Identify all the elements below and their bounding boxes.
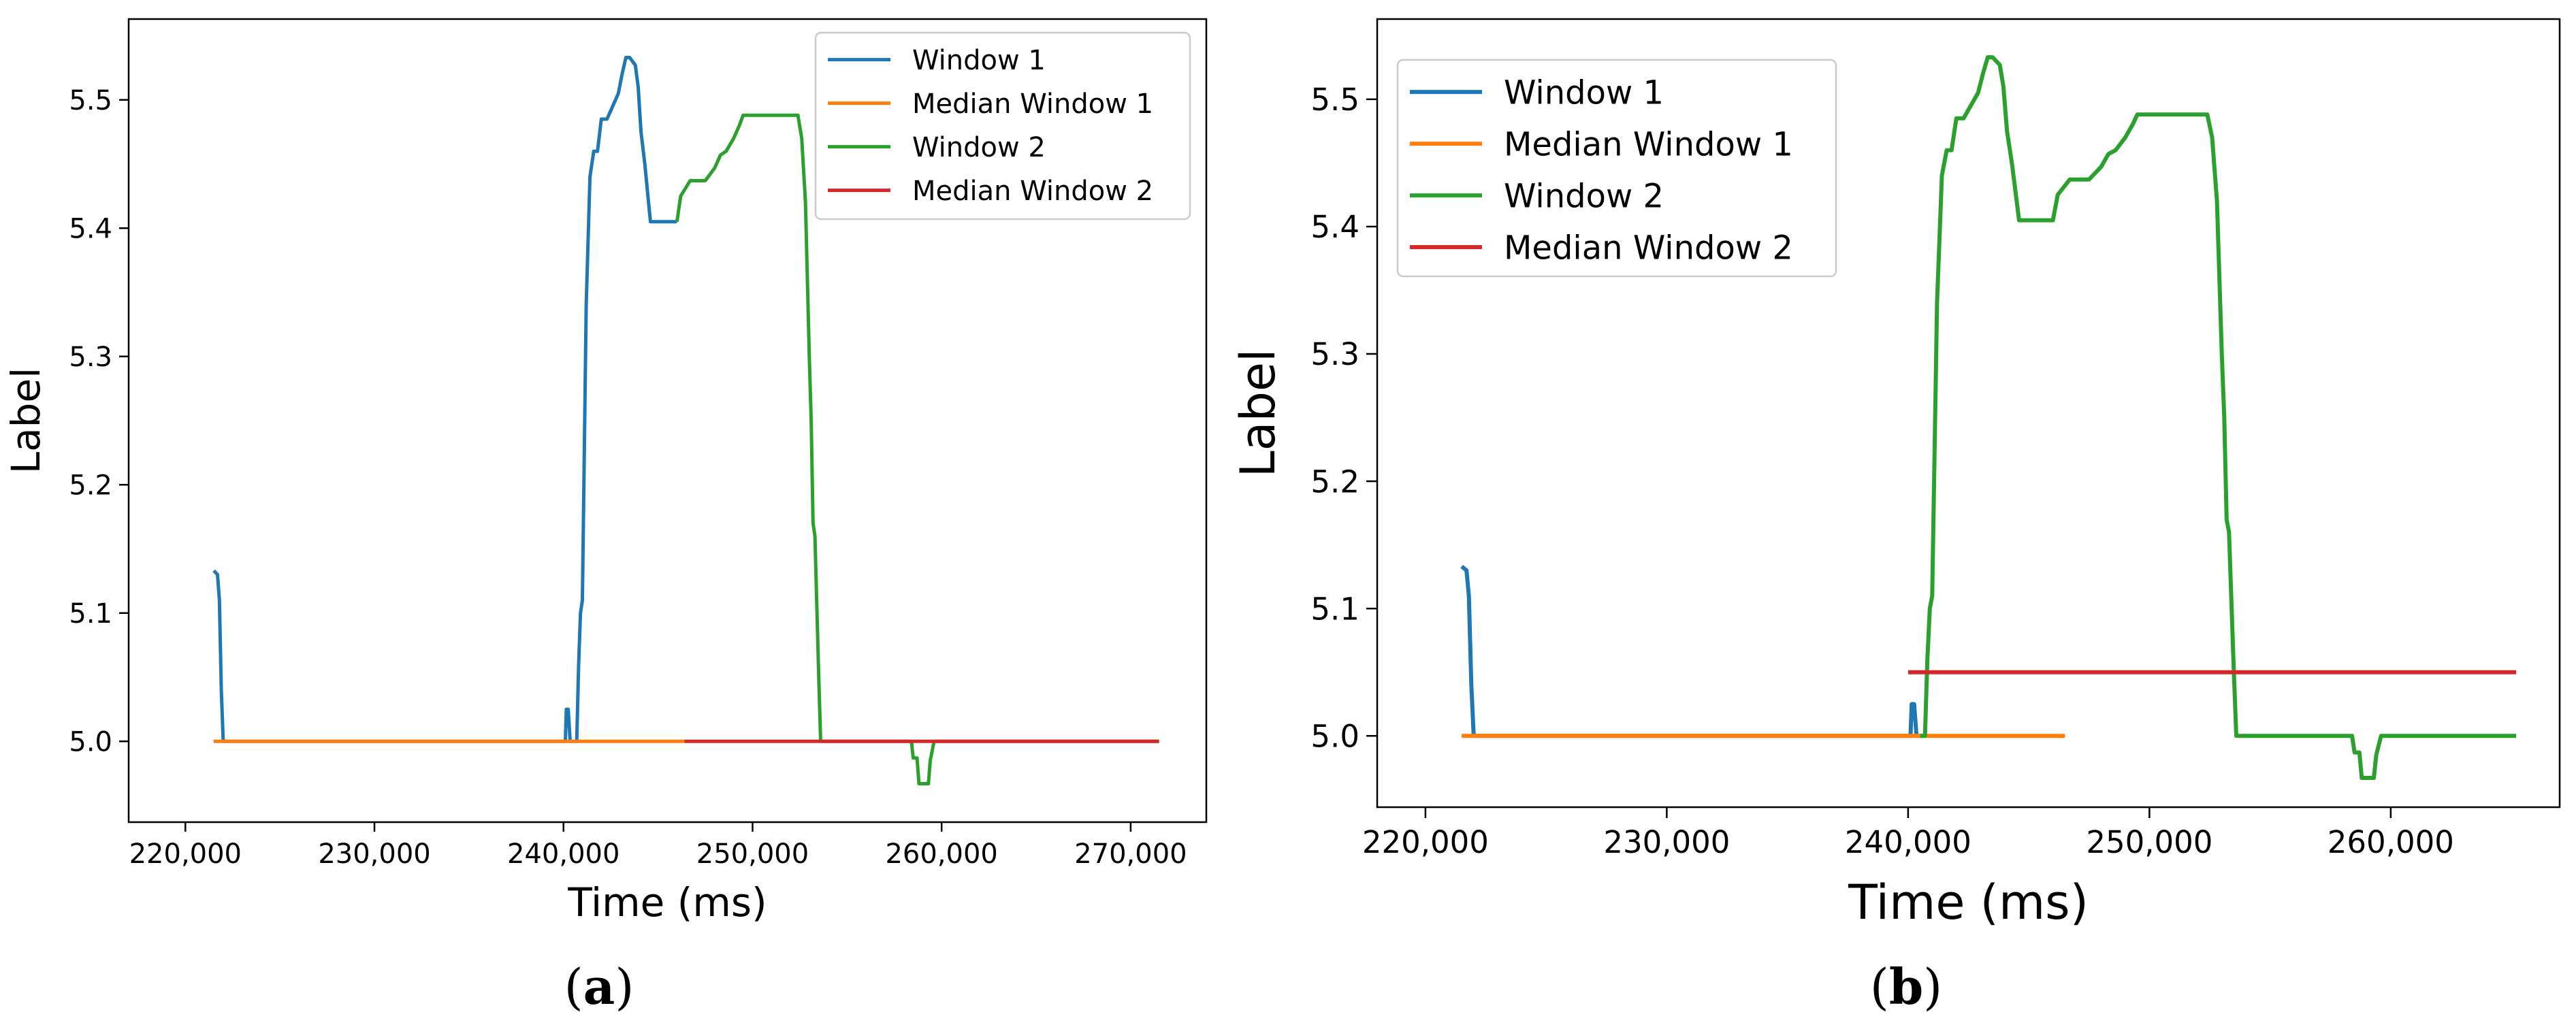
panel-caption: (a) xyxy=(564,958,634,1015)
y-tick-label: 5.4 xyxy=(1310,209,1359,245)
y-tick-label: 5.4 xyxy=(69,214,112,245)
x-axis-title: Time (ms) xyxy=(1848,875,2089,930)
y-axis-title: Label xyxy=(3,368,49,474)
plot-frame xyxy=(127,18,1208,824)
y-tick-label: 5.3 xyxy=(1310,336,1359,372)
legend-label-1: Window 1 xyxy=(912,45,1046,76)
series-group xyxy=(212,56,1159,785)
series-line-3 xyxy=(675,113,1159,785)
caption-letter: a xyxy=(583,958,615,1015)
legend: Window 1 Median Window 1 Window 2 Median Wi… xyxy=(1396,59,1837,278)
caption-close-paren: ) xyxy=(615,958,634,1015)
x-tick-label: 220,000 xyxy=(129,838,242,870)
series-line-1 xyxy=(1460,565,1920,738)
x-tick-label: 230,000 xyxy=(318,838,430,870)
y-tick-label: 5.0 xyxy=(1310,718,1359,754)
caption-letter: b xyxy=(1889,958,1923,1015)
y-tick-label: 5.3 xyxy=(69,342,112,373)
series-group xyxy=(1460,55,2517,780)
legend-label-4: Median Window 2 xyxy=(912,176,1153,207)
legend-label-1: Window 1 xyxy=(1504,74,1664,112)
x-axis-title: Time (ms) xyxy=(567,879,767,926)
y-tick-label: 5.5 xyxy=(1310,82,1359,118)
chart-panel-a: 220,000 230,000 240,000 250,000 260,000 270,0… xyxy=(3,18,1208,1015)
x-tick-label: 240,000 xyxy=(1845,824,1971,860)
caption-open-paren: ( xyxy=(564,958,583,1015)
legend-label-2: Median Window 1 xyxy=(912,88,1153,120)
caption-close-paren: ) xyxy=(1923,958,1942,1015)
y-tick-label: 5.2 xyxy=(69,470,112,502)
legend-box xyxy=(814,31,1191,221)
x-tick-label: 220,000 xyxy=(1362,824,1489,860)
caption-open-paren: ( xyxy=(1870,958,1889,1015)
series-line-3 xyxy=(1920,55,2517,780)
y-tick-label: 5.0 xyxy=(69,727,112,758)
legend: Window 1 Median Window 1 Window 2 Median Wi… xyxy=(814,31,1191,221)
legend-label-3: Window 2 xyxy=(1504,177,1664,215)
x-tick-label: 240,000 xyxy=(507,838,619,870)
x-tick-label: 260,000 xyxy=(2328,824,2454,860)
y-tick-label: 5.1 xyxy=(1310,591,1359,627)
legend-label-3: Window 2 xyxy=(912,132,1046,163)
y-tick-label: 5.1 xyxy=(69,598,112,630)
legend-label-2: Median Window 1 xyxy=(1504,125,1793,163)
y-axis-title: Label xyxy=(1230,349,1286,478)
series-line-1 xyxy=(212,56,677,743)
x-tick-label: 270,000 xyxy=(1074,838,1187,870)
x-tick-label: 250,000 xyxy=(696,838,809,870)
chart-panel-b: 220,000 230,000 240,000 250,000 260,000 5.0 5.… xyxy=(1230,18,2561,1015)
y-tick-label: 5.2 xyxy=(1310,463,1359,500)
x-tick-label: 250,000 xyxy=(2086,824,2212,860)
legend-label-4: Median Window 2 xyxy=(1504,229,1793,267)
y-tick-label: 5.5 xyxy=(69,85,112,116)
panel-caption: (b) xyxy=(1870,958,1943,1015)
x-tick-label: 260,000 xyxy=(885,838,997,870)
legend-box xyxy=(1396,59,1837,278)
x-tick-label: 230,000 xyxy=(1603,824,1730,860)
plot-frame xyxy=(1376,18,2561,809)
